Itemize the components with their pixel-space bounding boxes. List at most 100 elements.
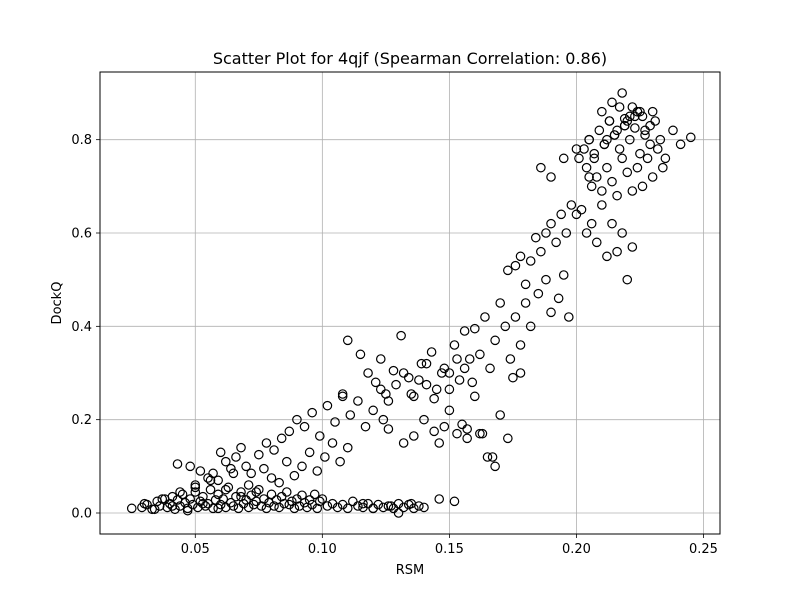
data-point [556, 209, 566, 220]
data-point [591, 237, 602, 248]
data-point [533, 288, 544, 299]
data-point [589, 153, 600, 164]
data-point [589, 148, 600, 159]
data-point [622, 167, 633, 178]
data-point [149, 504, 160, 515]
data-point [475, 428, 485, 439]
data-point [607, 176, 617, 187]
data-point [574, 153, 584, 164]
data-point [419, 502, 429, 513]
data-point [500, 321, 511, 332]
data-point [454, 375, 465, 385]
data-point [469, 391, 480, 402]
data-point [266, 473, 277, 483]
data-point [627, 242, 638, 252]
data-point [378, 414, 389, 425]
data-point [597, 200, 607, 210]
data-point [175, 487, 185, 497]
data-point [434, 438, 445, 448]
data-point [617, 228, 627, 238]
data-point [353, 396, 363, 406]
data-point [581, 228, 592, 238]
data-point [635, 106, 645, 117]
data-point [228, 501, 239, 511]
data-point [444, 384, 455, 395]
data-point [342, 503, 353, 514]
data-point [381, 389, 391, 399]
data-point [231, 452, 241, 462]
data-point [218, 494, 229, 504]
grid [100, 72, 720, 534]
data-point [246, 490, 256, 501]
data-point [579, 144, 589, 154]
data-point [586, 218, 597, 229]
data-point [482, 452, 493, 462]
data-point [185, 494, 196, 504]
data-point [177, 489, 188, 500]
data-point [503, 433, 513, 444]
data-point [469, 323, 480, 334]
data-point [185, 461, 196, 472]
data-point [370, 377, 381, 388]
data-point [391, 379, 401, 390]
data-point [617, 153, 627, 164]
data-point [622, 116, 633, 126]
data-point [464, 354, 475, 364]
data-point [660, 153, 671, 164]
data-point [586, 181, 597, 192]
data-point [226, 463, 236, 474]
data-point [558, 153, 569, 164]
data-point [467, 377, 478, 388]
data-point [510, 312, 521, 322]
data-point [614, 144, 625, 154]
data-point [503, 265, 513, 276]
data-point [332, 502, 343, 513]
data-point [243, 502, 254, 513]
data-point [429, 393, 439, 404]
x-tick-label: 0.20 [562, 542, 591, 557]
data-point [172, 459, 183, 469]
data-point [419, 414, 429, 425]
data-point [609, 130, 620, 140]
data-point [320, 452, 330, 462]
data-point [198, 491, 208, 502]
data-point [363, 368, 373, 378]
data-point [266, 489, 277, 500]
data-point [220, 456, 231, 467]
data-point [591, 172, 602, 182]
x-tick-label: 0.25 [689, 542, 718, 557]
data-point [205, 484, 216, 495]
y-tick-label: 0.8 [71, 133, 92, 148]
data-point [508, 372, 518, 383]
data-point [368, 503, 378, 514]
data-point [294, 501, 305, 511]
data-point [281, 456, 292, 467]
data-point [658, 162, 668, 173]
data-point [541, 274, 551, 285]
data-point [375, 354, 386, 364]
data-point [607, 218, 617, 229]
data-point [335, 456, 345, 467]
axis-ticks: 0.05 0.10 0.15 0.20 0.25 0.0 0.2 0.4 0.6 0.8 [71, 133, 718, 557]
data-point [520, 279, 531, 290]
data-point [485, 363, 495, 374]
data-point [421, 358, 432, 369]
data-point [475, 349, 485, 360]
data-point [571, 144, 582, 154]
x-tick-label: 0.10 [308, 542, 337, 557]
data-point [215, 447, 226, 458]
data-point [304, 447, 315, 458]
data-point [551, 237, 561, 248]
data-point [614, 102, 625, 112]
data-point [515, 340, 526, 350]
data-point [444, 368, 455, 378]
data-point [477, 428, 488, 439]
data-point [213, 503, 223, 514]
data-point [642, 153, 653, 164]
data-point [327, 438, 338, 448]
data-point [342, 442, 353, 453]
data-point [190, 480, 201, 490]
data-point [330, 417, 340, 427]
data-point [386, 501, 396, 511]
